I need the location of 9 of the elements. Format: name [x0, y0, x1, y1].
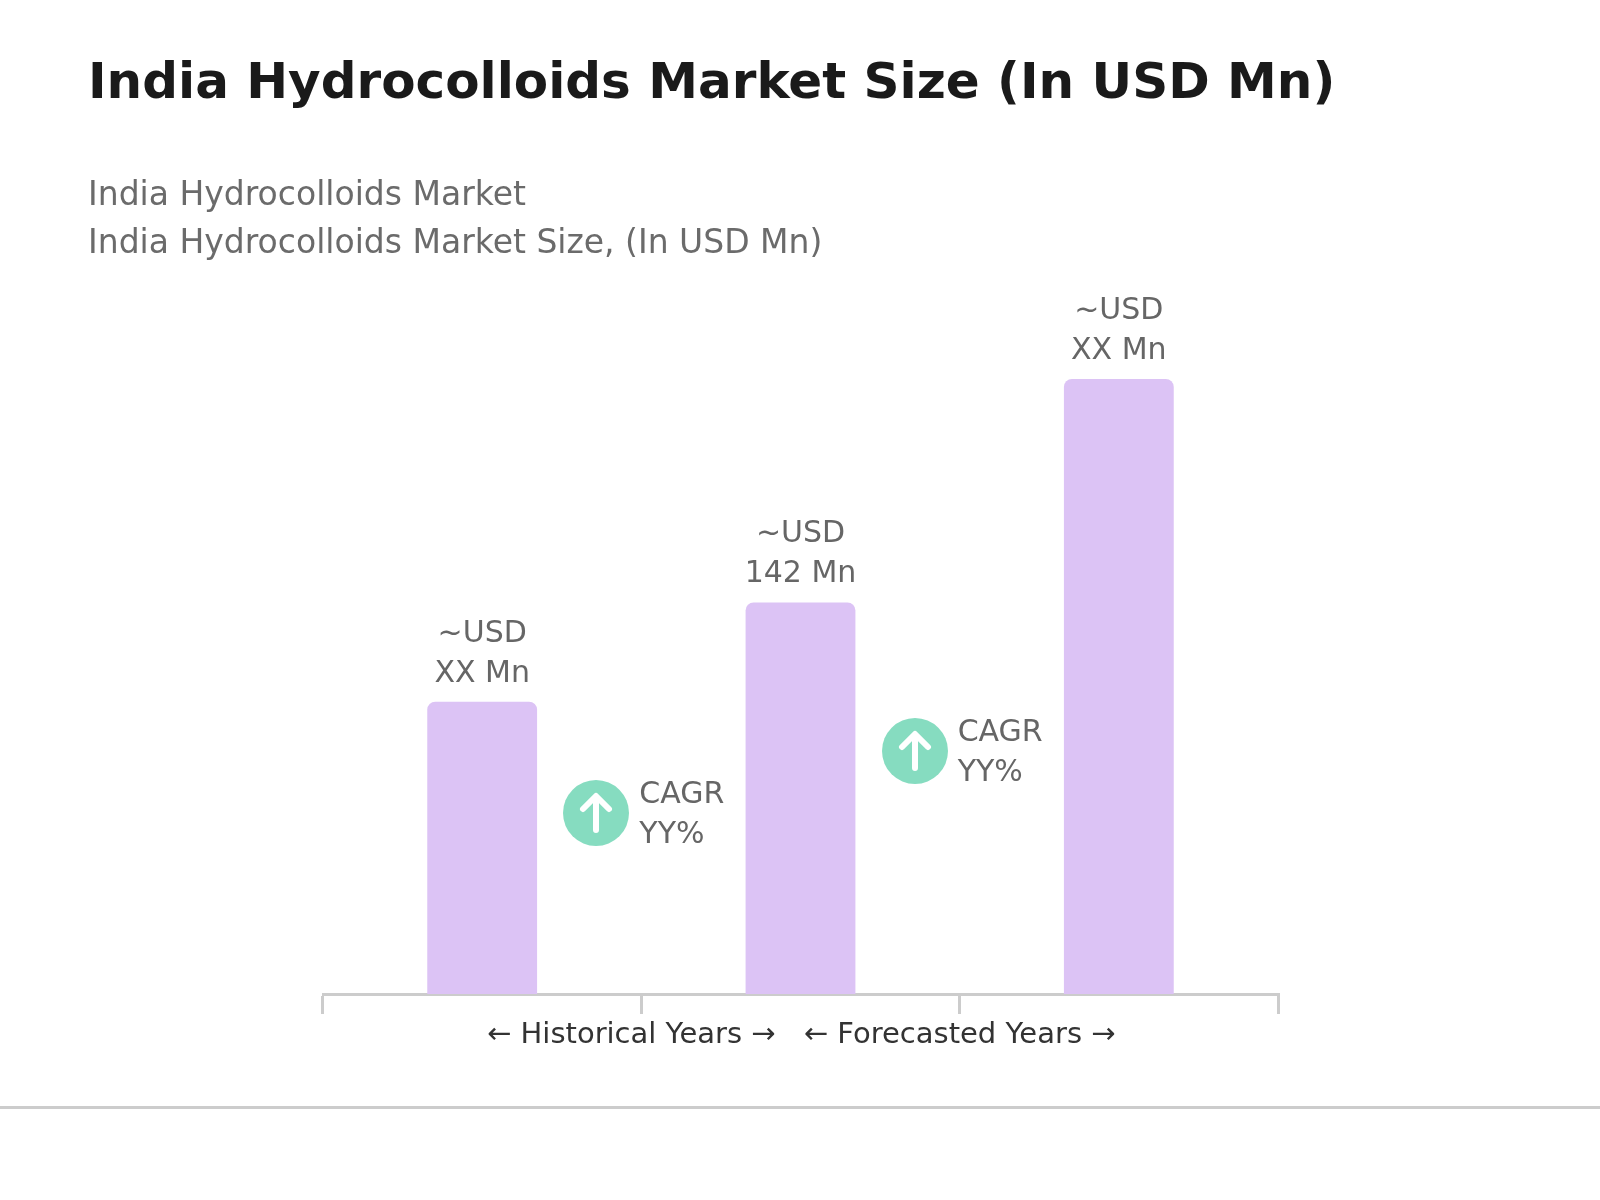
chart-title: India Hydrocolloids Market Size (In USD Mn) [88, 52, 1336, 110]
data-label: ~USD XX Mn [434, 613, 530, 689]
chart-subtitle: India Hydrocolloids Market India Hydrocolloids Market Size, (In USD Mn) [88, 173, 823, 263]
data-label: ~USD 142 Mn [744, 514, 857, 590]
text: ← Historical Years → [487, 1016, 776, 1050]
annotation: CAGR YY% [957, 712, 1043, 791]
data-label: ~USD XX Mn [1071, 291, 1167, 366]
annotation: CAGR YY% [639, 773, 725, 852]
text: ← Forecasted Years → [803, 1016, 1116, 1050]
